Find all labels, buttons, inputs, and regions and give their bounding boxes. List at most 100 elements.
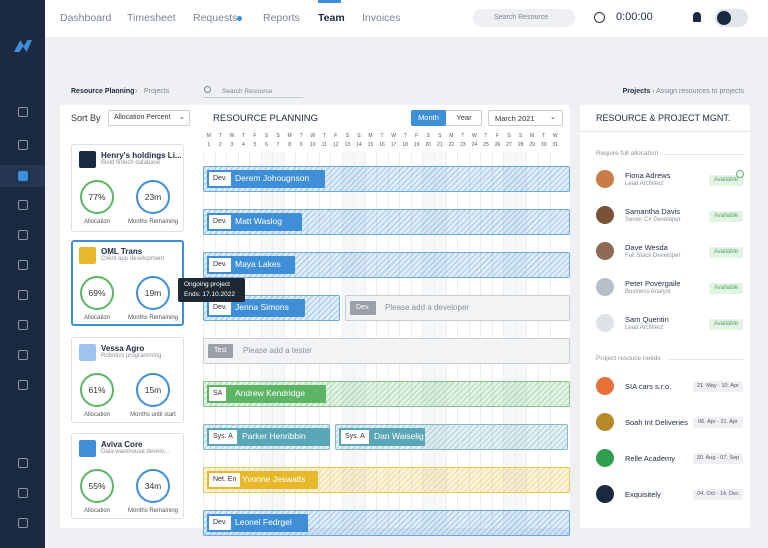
nav-item[interactable]: Timesheet — [127, 12, 176, 24]
project-desc: Client app development — [101, 256, 165, 262]
weekday: M — [449, 133, 454, 139]
month-select[interactable] — [488, 110, 563, 126]
nav-item[interactable]: Dashboard — [60, 12, 112, 24]
status-badge[interactable]: Available — [709, 211, 743, 222]
sidebar-icon[interactable] — [18, 107, 28, 117]
sidebar-icon[interactable] — [18, 380, 28, 390]
person-role: Full Stack Developer — [625, 253, 681, 259]
person-name: Dave Wesda — [625, 243, 668, 252]
sidebar-icon[interactable] — [18, 140, 28, 150]
search-box[interactable] — [473, 9, 575, 27]
weekday: S — [438, 133, 442, 139]
bell[interactable] — [693, 12, 701, 22]
day: 29 — [529, 142, 535, 148]
search-placeholder[interactable]: Search Resource — [222, 88, 273, 95]
assignee-name: Andrew Kendridge — [235, 388, 305, 398]
weekday: T — [380, 133, 384, 139]
person-role: Lead Architect — [625, 325, 664, 331]
name-chip — [207, 170, 325, 188]
panel-title: RESOURCE & PROJECT MGNT. — [596, 113, 731, 123]
allocation-label: Allocation — [83, 412, 110, 418]
day: 14 — [356, 142, 362, 148]
day: 16 — [379, 142, 385, 148]
section-heading: Require full allocation — [596, 150, 659, 157]
weekday: T — [218, 133, 222, 139]
need-icon — [596, 449, 614, 467]
topbar — [45, 0, 768, 37]
sidebar-icon[interactable] — [18, 230, 28, 240]
weekday: W — [229, 133, 235, 139]
months-value: 15m — [144, 385, 162, 395]
day: 1 — [207, 142, 211, 148]
sort-select[interactable] — [108, 110, 190, 126]
person-role: Senior C# Developer — [625, 217, 681, 223]
role-tag: Dev. — [209, 301, 231, 315]
section-rule — [665, 154, 743, 155]
weekday: S — [264, 133, 269, 139]
nav-item[interactable]: Reports — [263, 12, 300, 24]
day: 20 — [425, 142, 431, 148]
need-name[interactable]: SIA cars s.r.o. — [625, 382, 672, 391]
need-name[interactable]: Exquisitely — [625, 490, 661, 499]
status-badge[interactable]: Available — [709, 175, 743, 186]
sidebar-icon[interactable] — [18, 518, 28, 528]
breadcrumb[interactable]: Assign resources to projects — [656, 88, 744, 95]
placeholder-slot[interactable] — [345, 295, 570, 321]
weekday: W — [310, 133, 316, 139]
caret: ⌄ — [179, 114, 185, 121]
nav-item[interactable]: Requests — [193, 12, 238, 24]
status-badge[interactable]: Available — [709, 247, 743, 258]
role-tag: Sys. A — [341, 430, 369, 444]
sidebar-icon[interactable] — [18, 458, 28, 468]
project-name: Henry's holdings Li... — [101, 151, 182, 160]
status-badge[interactable]: Available — [709, 283, 743, 294]
weekday: T — [241, 133, 245, 139]
day: 25 — [483, 142, 489, 148]
sidebar-icon[interactable] — [18, 260, 28, 270]
day: 31 — [552, 142, 559, 148]
weekday: F — [334, 133, 338, 139]
allocation-label: Allocation — [83, 508, 110, 514]
project-desc: Build fintech database — [101, 160, 161, 166]
day: 10 — [309, 142, 316, 148]
day: 19 — [413, 142, 420, 148]
project-icon — [79, 440, 96, 457]
breadcrumb[interactable]: Resource Planning — [71, 88, 135, 95]
progress-ring — [136, 180, 170, 214]
weekday: T — [322, 133, 326, 139]
months-value: 19m — [144, 288, 162, 298]
weekday: T — [461, 133, 465, 139]
name-chip — [207, 299, 305, 317]
search-line — [203, 97, 303, 98]
weekday: S — [426, 133, 430, 139]
weekday: W — [391, 133, 396, 139]
search-placeholder: Search Resource — [494, 14, 549, 21]
months-value: 34m — [144, 481, 162, 491]
weekday: T — [403, 133, 407, 139]
placeholder-slot[interactable] — [203, 338, 570, 364]
view-month[interactable]: Month — [411, 110, 446, 126]
status-badge[interactable]: Available — [709, 319, 743, 330]
need-name[interactable]: Soah Int Deliveries — [625, 418, 688, 427]
sidebar-icon[interactable] — [18, 488, 28, 498]
progress-ring — [136, 276, 170, 310]
sidebar-icon[interactable] — [18, 290, 28, 300]
need-name[interactable]: Relle Academy — [625, 454, 676, 463]
sidebar-icon[interactable] — [18, 171, 28, 181]
name-chip — [207, 428, 330, 446]
project-icon — [79, 151, 96, 168]
nav-item[interactable]: Invoices — [362, 12, 401, 24]
person-name: Peter Povergaile — [625, 279, 681, 288]
view-year[interactable]: Year — [456, 113, 472, 122]
role-tag: Test — [208, 344, 233, 358]
timer-icon[interactable] — [594, 12, 605, 23]
weekday: W — [472, 133, 477, 139]
person-role: Lead Architect — [625, 181, 664, 187]
name-chip — [207, 514, 308, 532]
nav-item[interactable]: Team — [318, 12, 345, 24]
sidebar-icon[interactable] — [18, 200, 28, 210]
sidebar-icon[interactable] — [18, 350, 28, 360]
assignee-name: Matt Waslog — [235, 216, 282, 226]
breadcrumb[interactable]: Projects — [622, 88, 651, 95]
sidebar-icon[interactable] — [18, 320, 28, 330]
